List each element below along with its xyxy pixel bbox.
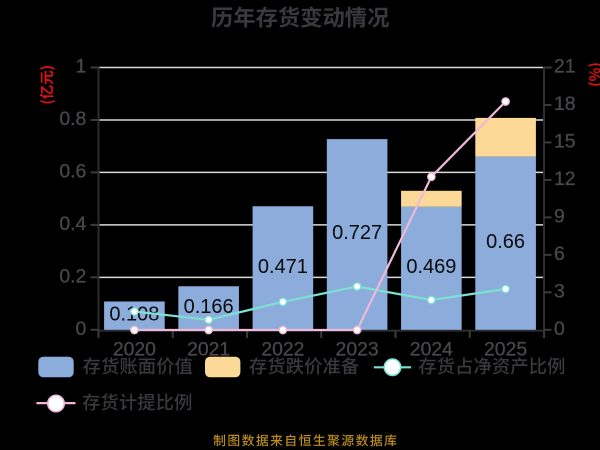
svg-text:0: 0 [554, 318, 565, 340]
svg-text:2022: 2022 [261, 339, 304, 361]
svg-text:0.66: 0.66 [486, 231, 525, 253]
svg-text:2023: 2023 [336, 339, 379, 361]
svg-text:18: 18 [554, 93, 576, 115]
svg-text:2021: 2021 [187, 339, 230, 361]
svg-text:2020: 2020 [113, 339, 156, 361]
svg-text:6: 6 [554, 243, 565, 265]
svg-text:9: 9 [554, 206, 565, 228]
svg-text:12: 12 [554, 168, 576, 190]
svg-text:0.727: 0.727 [332, 222, 382, 244]
svg-text:0.6: 0.6 [59, 161, 86, 183]
svg-text:2025: 2025 [484, 339, 527, 361]
svg-text:1: 1 [76, 56, 87, 78]
svg-text:21: 21 [554, 56, 576, 78]
svg-text:0.471: 0.471 [258, 256, 308, 278]
svg-text:15: 15 [554, 131, 576, 153]
svg-text:0: 0 [76, 318, 87, 340]
svg-text:0.469: 0.469 [406, 256, 456, 278]
svg-text:2024: 2024 [410, 339, 453, 361]
svg-text:0.2: 0.2 [59, 266, 86, 288]
svg-text:0.8: 0.8 [59, 108, 86, 130]
svg-text:0.166: 0.166 [184, 296, 234, 318]
svg-text:3: 3 [554, 281, 565, 303]
svg-text:0.4: 0.4 [59, 213, 86, 235]
